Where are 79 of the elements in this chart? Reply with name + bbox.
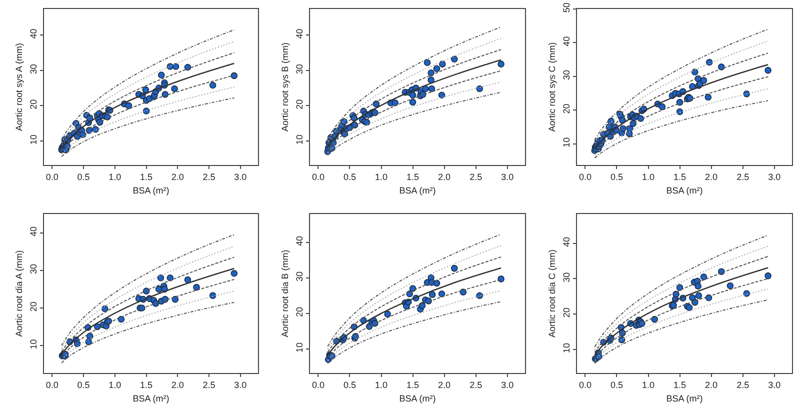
x-tick-label: 2.0 [171,172,184,182]
x-tick-label: 2.0 [705,380,718,390]
y-tick-label: 20 [561,308,572,318]
x-tick-label: 1.5 [140,380,153,390]
x-tick-label: 0.5 [343,172,356,182]
y-tick-label: 40 [28,226,38,236]
y-tick-label: 20 [294,99,304,110]
y-tick-label: 10 [561,137,572,148]
x-axis-title: BSA (m²) [666,394,703,404]
x-tick-label: 2.5 [202,172,216,182]
x-tick-label: 2.5 [202,380,216,390]
x-axis-title: BSA (m²) [399,394,436,404]
x-tick-label: 2.0 [705,172,718,182]
x-tick-label: 3.0 [234,172,247,182]
x-tick-label: 2.5 [470,172,482,182]
y-tick-label: 30 [28,264,38,274]
x-axis-title: BSA (m²) [399,186,436,196]
x-axis-title: BSA (m²) [132,186,170,196]
y-tick-label: 20 [28,99,38,110]
x-tick-label: 2.5 [470,380,482,390]
x-tick-label: 1.0 [374,172,388,182]
y-tick-label: 30 [561,272,572,282]
x-tick-label: 0.5 [610,172,623,182]
y-tick-label: 30 [561,70,572,80]
y-tick-label: 30 [294,272,304,282]
x-tick-label: 3.0 [501,172,514,182]
x-tick-label: 2.0 [438,172,451,182]
y-tick-label: 20 [28,302,38,312]
x-tick-label: 0.5 [610,380,623,390]
y-axis-title: Aortic root dia B (mm) [280,250,290,338]
y-tick-label: 10 [294,342,304,353]
y-tick-label: 10 [28,134,38,145]
x-tick-label: 3.0 [234,380,247,390]
y-tick-label: 40 [561,36,572,46]
y-tick-label: 20 [561,104,572,114]
x-tick-label: 1.5 [674,172,686,182]
x-tick-label: 0.0 [312,380,324,390]
x-tick-label: 0.0 [46,172,58,182]
x-tick-label: 1.5 [406,172,420,182]
x-tick-label: 1.0 [374,380,388,390]
x-tick-label: 1.0 [108,172,122,182]
x-tick-label: 3.0 [768,172,781,182]
x-tick-label: 3.0 [501,380,514,390]
y-axis-title: Aortic root sys B (mm) [280,42,290,132]
x-tick-label: 0.5 [343,380,356,390]
y-axis-title: Aortic root dia C (mm) [546,249,557,338]
x-tick-label: 1.0 [642,380,655,390]
x-axis-title: BSA (m²) [132,394,170,404]
x-axis-title: BSA (m²) [666,186,703,196]
y-tick-label: 30 [28,64,38,74]
x-tick-label: 1.5 [674,380,686,390]
x-tick-label: 0.0 [312,172,324,182]
x-tick-label: 0.5 [77,380,90,390]
y-tick-label: 40 [294,236,304,246]
y-tick-label: 20 [294,307,304,318]
x-tick-label: 1.5 [406,380,420,390]
x-tick-label: 1.0 [642,172,655,182]
x-tick-label: 3.0 [768,380,781,390]
y-tick-label: 40 [561,236,572,247]
x-tick-label: 0.0 [578,380,592,390]
y-axis-title: Aortic root sys C (mm) [546,42,557,132]
x-tick-label: 0.0 [46,380,58,390]
y-axis-title: Aortic root dia A (mm) [14,250,24,337]
x-tick-label: 0.5 [77,172,90,182]
y-tick-label: 40 [294,28,304,39]
y-tick-label: 10 [561,342,572,353]
x-tick-label: 2.0 [171,380,184,390]
y-axis-title: Aortic root sys A (mm) [14,42,24,132]
x-tick-label: 0.0 [578,172,592,182]
y-tick-label: 40 [28,28,38,39]
y-tick-label: 50 [561,2,572,13]
x-tick-label: 1.0 [108,380,122,390]
x-tick-label: 1.5 [140,172,153,182]
y-tick-label: 10 [28,339,38,350]
x-tick-label: 2.0 [438,380,451,390]
y-tick-label: 10 [294,134,304,145]
y-tick-label: 30 [294,64,304,74]
x-tick-label: 2.5 [736,380,750,390]
x-tick-label: 2.5 [736,172,750,182]
